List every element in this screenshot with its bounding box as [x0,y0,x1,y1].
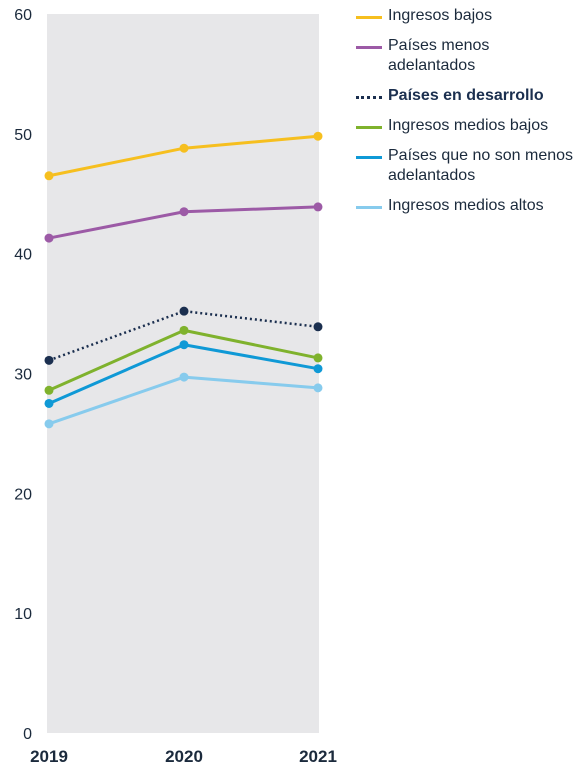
x-axis-ticks: 2019 2020 2021 [30,747,337,766]
x-tick-label: 2021 [299,747,337,766]
y-axis-ticks: 0 10 20 30 40 50 60 [14,7,32,743]
data-point [44,398,54,408]
data-point [179,143,189,153]
data-point [179,325,189,335]
legend-label: Países que no son menos adelantados [388,147,574,184]
series-points [44,131,323,429]
y-tick-label: 50 [14,127,32,144]
legend-swatch [356,206,382,209]
legend-item: Ingresos medios bajos [356,116,577,136]
x-tick-label: 2020 [165,747,203,766]
data-point [44,385,54,395]
legend-label: Países menos adelantados [388,37,490,74]
legend: Ingresos bajos Países menos adelantados Pa… [356,6,577,226]
data-point [313,383,323,393]
x-tick-label: 2019 [30,747,68,766]
legend-swatch [356,126,382,129]
data-point [313,322,323,332]
legend-label: Ingresos medios bajos [388,117,549,134]
data-point [179,340,189,350]
legend-swatch [356,96,382,99]
data-point [313,364,323,374]
data-point [179,372,189,382]
y-tick-label: 0 [23,726,32,743]
legend-label: Ingresos bajos [388,7,493,24]
data-point [44,355,54,365]
data-point [179,207,189,217]
data-point [44,233,54,243]
data-point [44,171,54,181]
legend-item: Países que no son menos adelantados [356,146,577,186]
y-tick-label: 60 [14,7,32,24]
legend-item: Ingresos bajos [356,6,577,26]
legend-item: Ingresos medios altos [356,196,577,216]
data-point [313,353,323,363]
y-tick-label: 10 [14,606,32,623]
data-point [313,202,323,212]
legend-item: Países menos adelantados [356,36,577,76]
legend-item: Países en desarrollo [356,86,577,106]
legend-swatch [356,16,382,19]
y-tick-label: 40 [14,247,32,264]
y-tick-label: 20 [14,486,32,503]
legend-swatch [356,46,382,49]
legend-label: Ingresos medios altos [388,197,544,214]
legend-swatch [356,156,382,159]
legend-label: Países en desarrollo [388,87,544,104]
data-point [313,131,323,141]
y-tick-label: 30 [14,367,32,384]
data-point [44,419,54,429]
data-point [179,306,189,316]
